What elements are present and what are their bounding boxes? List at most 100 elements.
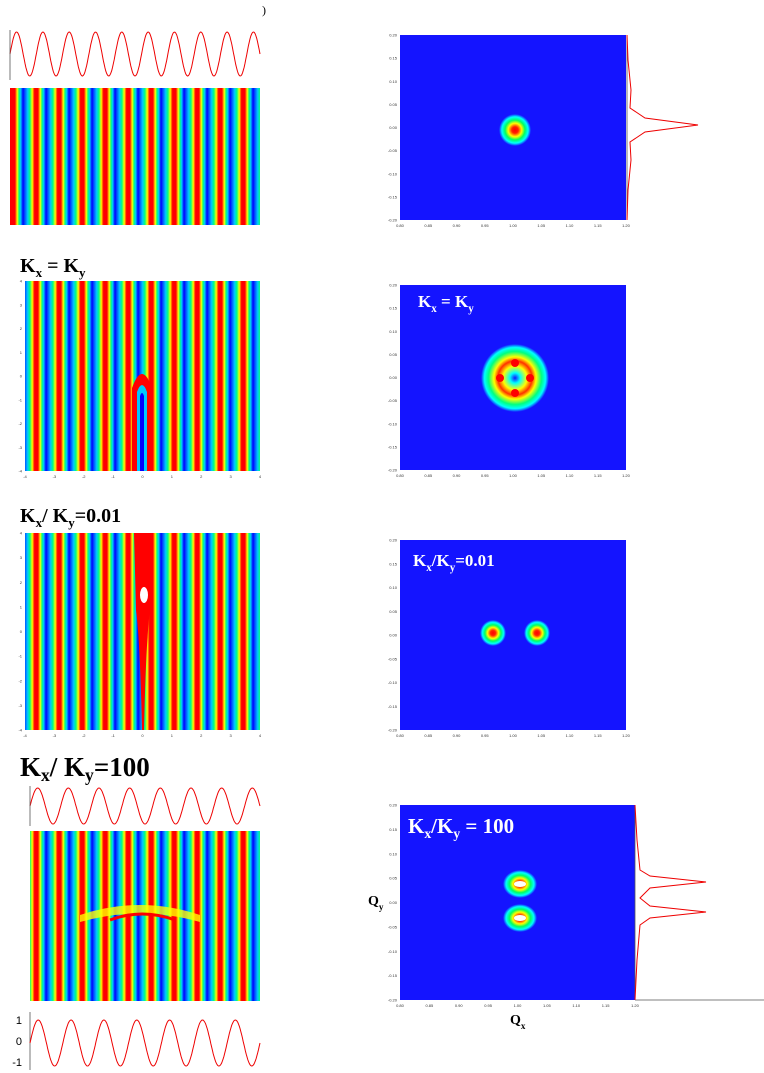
x-tick-label: 3 <box>230 733 233 738</box>
y-tick-label: -1 <box>12 1057 22 1069</box>
spot-core <box>514 881 526 887</box>
x-tick-label: 1.10 <box>572 1003 581 1008</box>
x-tick-label: 0.90 <box>453 223 462 228</box>
y-tick-label: 0.20 <box>389 538 398 543</box>
label-part: / K <box>49 752 85 782</box>
spot <box>499 114 531 146</box>
y-tick-label: -0.10 <box>388 171 398 176</box>
label-part: K <box>20 255 36 277</box>
x-tick-label: 1.00 <box>514 1003 523 1008</box>
y-tick-label: 3 <box>20 555 23 560</box>
y-tick-label: 2 <box>20 326 23 331</box>
y-tick-label: 0.00 <box>389 900 398 905</box>
label-part: /K <box>430 814 454 838</box>
x-tick-label: 0.80 <box>396 1003 405 1008</box>
x-tick-label: 4 <box>259 733 262 738</box>
subscript: y <box>79 265 86 280</box>
x-tick-label: 1.05 <box>537 733 546 738</box>
defect <box>134 533 152 730</box>
x-tick-label: 1.15 <box>602 1003 611 1008</box>
x-tick-label: 0.80 <box>396 733 405 738</box>
profile <box>626 34 699 221</box>
y-tick-label: 4 <box>20 279 23 284</box>
top-mark: ) <box>262 3 266 17</box>
x-tick-label: 1.00 <box>509 223 518 228</box>
y-tick-label: -3 <box>18 703 22 708</box>
x-tick-label: 0.95 <box>481 223 490 228</box>
panel-label: Kx = Ky <box>418 292 474 315</box>
subscript: y <box>85 765 94 785</box>
x-tick-label: 0.85 <box>424 223 433 228</box>
y-tick-label: -0.05 <box>388 148 398 153</box>
distortion <box>109 912 176 922</box>
x-tick-label: 1.10 <box>566 473 575 478</box>
spot <box>480 620 506 646</box>
subscript: y <box>68 515 75 530</box>
subscript: x <box>431 303 437 315</box>
panel-label: Qy <box>368 894 384 912</box>
y-tick-label: 0 <box>16 1036 22 1048</box>
y-tick-label: 0.00 <box>389 375 398 380</box>
y-tick-label: 0.20 <box>389 33 398 38</box>
y-tick-label: 0 <box>20 374 23 379</box>
x-tick-label: 0.85 <box>424 733 433 738</box>
x-tick-label: 0 <box>141 733 144 738</box>
sine-wave <box>29 787 261 825</box>
y-tick-label: 0 <box>20 629 23 634</box>
edge <box>10 88 14 225</box>
y-tick-label: -0.15 <box>388 444 398 449</box>
y-tick-label: 0.05 <box>389 352 398 357</box>
y-tick-label: -0.05 <box>388 398 398 403</box>
x-tick-label: -2 <box>82 733 86 738</box>
subscript: y <box>450 562 456 574</box>
y-tick-label: 0.15 <box>389 827 398 832</box>
y-tick-label: 1 <box>20 604 23 609</box>
subscript: y <box>468 303 474 315</box>
x-tick-label: 1.20 <box>622 733 631 738</box>
y-tick-label: -0.10 <box>388 949 398 954</box>
ring-spots <box>496 359 534 397</box>
y-tick-label: -0.05 <box>388 656 398 661</box>
label-part: Q <box>368 894 379 909</box>
x-tick-label: 0.95 <box>481 733 490 738</box>
fork <box>140 393 144 471</box>
y-tick-label: 0.20 <box>389 283 398 288</box>
y-tick-label: -0.20 <box>388 728 398 733</box>
x-tick-label: -2 <box>82 474 86 479</box>
y-tick-label: -0.20 <box>388 218 398 223</box>
x-tick-label: 2 <box>200 733 203 738</box>
x-tick-label: -3 <box>53 474 57 479</box>
x-tick-label: 1.05 <box>543 1003 552 1008</box>
x-tick-label: 0.85 <box>425 1003 434 1008</box>
subscript: x <box>41 765 50 785</box>
diffraction-image <box>400 805 635 1000</box>
x-tick-label: 0 <box>141 474 144 479</box>
panel-label: Kx/ Ky=0.01 <box>20 505 121 530</box>
y-tick-label: -0.10 <box>388 680 398 685</box>
x-tick-label: 1.15 <box>594 223 603 228</box>
x-tick-label: 1.15 <box>594 473 603 478</box>
label-part: = K <box>437 292 469 311</box>
y-tick-label: 4 <box>20 531 23 536</box>
y-tick-label: -4 <box>18 728 22 733</box>
x-tick-label: 0.85 <box>424 473 433 478</box>
y-tick-label: -0.10 <box>388 421 398 426</box>
spot-core <box>514 915 526 921</box>
y-tick-label: -4 <box>18 469 22 474</box>
y-tick-label: -1 <box>18 654 22 659</box>
x-tick-label: 0.90 <box>453 733 462 738</box>
y-tick-label: -0.20 <box>388 998 398 1003</box>
x-tick-label: 1.05 <box>537 473 546 478</box>
sine-wave <box>9 31 261 77</box>
y-tick-label: 1 <box>16 1015 22 1027</box>
label-part: K <box>413 551 427 570</box>
y-tick-label: -0.20 <box>388 468 398 473</box>
y-tick-label: 0.00 <box>389 125 398 130</box>
stripe-image <box>10 88 260 225</box>
x-tick-label: 3 <box>230 474 233 479</box>
y-tick-label: -0.15 <box>388 194 398 199</box>
x-tick-label: 1.20 <box>631 1003 640 1008</box>
subscript: y <box>453 826 460 841</box>
label-part: = K <box>42 255 79 277</box>
